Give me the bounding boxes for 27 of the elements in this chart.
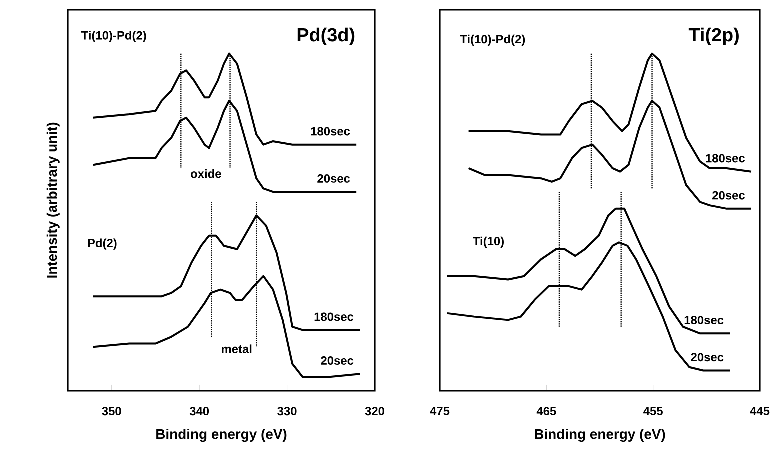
annotation: Ti(10) <box>473 236 504 248</box>
x-tick-label: 350 <box>102 407 122 416</box>
chart-title: Ti(2p) <box>688 28 739 46</box>
x-tick-label: 320 <box>365 407 384 416</box>
series-label: 20sec <box>318 174 350 183</box>
text: Ti(10)-Pd(2) <box>81 31 146 42</box>
series-label: 20sec <box>691 353 724 362</box>
x-axis-title: Binding energy (eV) <box>156 429 287 442</box>
annotation: Pd(2) <box>88 238 117 250</box>
x-tick-label: 475 <box>430 407 450 416</box>
text: Ti(10)-Pd(2) <box>460 34 526 46</box>
series-label: 180sec <box>314 312 354 322</box>
x-axis-title: Binding energy (eV) <box>535 429 666 442</box>
annotation: metal <box>222 344 252 354</box>
y-axis-title: Intensity (arbitrary unit) <box>46 122 60 278</box>
series-label: 180sec <box>706 154 745 163</box>
series-label: 180sec <box>311 127 350 136</box>
x-tick-label: 455 <box>644 407 663 416</box>
x-tick-label: 465 <box>536 407 556 416</box>
x-tick-label: 340 <box>190 407 210 416</box>
chart-title: Pd(3d) <box>298 28 355 46</box>
annotation: oxide <box>191 169 222 178</box>
series-label: 180sec <box>684 316 724 325</box>
series-label: 20sec <box>321 356 354 365</box>
x-tick-label: 445 <box>750 407 770 416</box>
series-label: 20sec <box>712 191 745 200</box>
x-tick-label: 330 <box>278 407 297 416</box>
